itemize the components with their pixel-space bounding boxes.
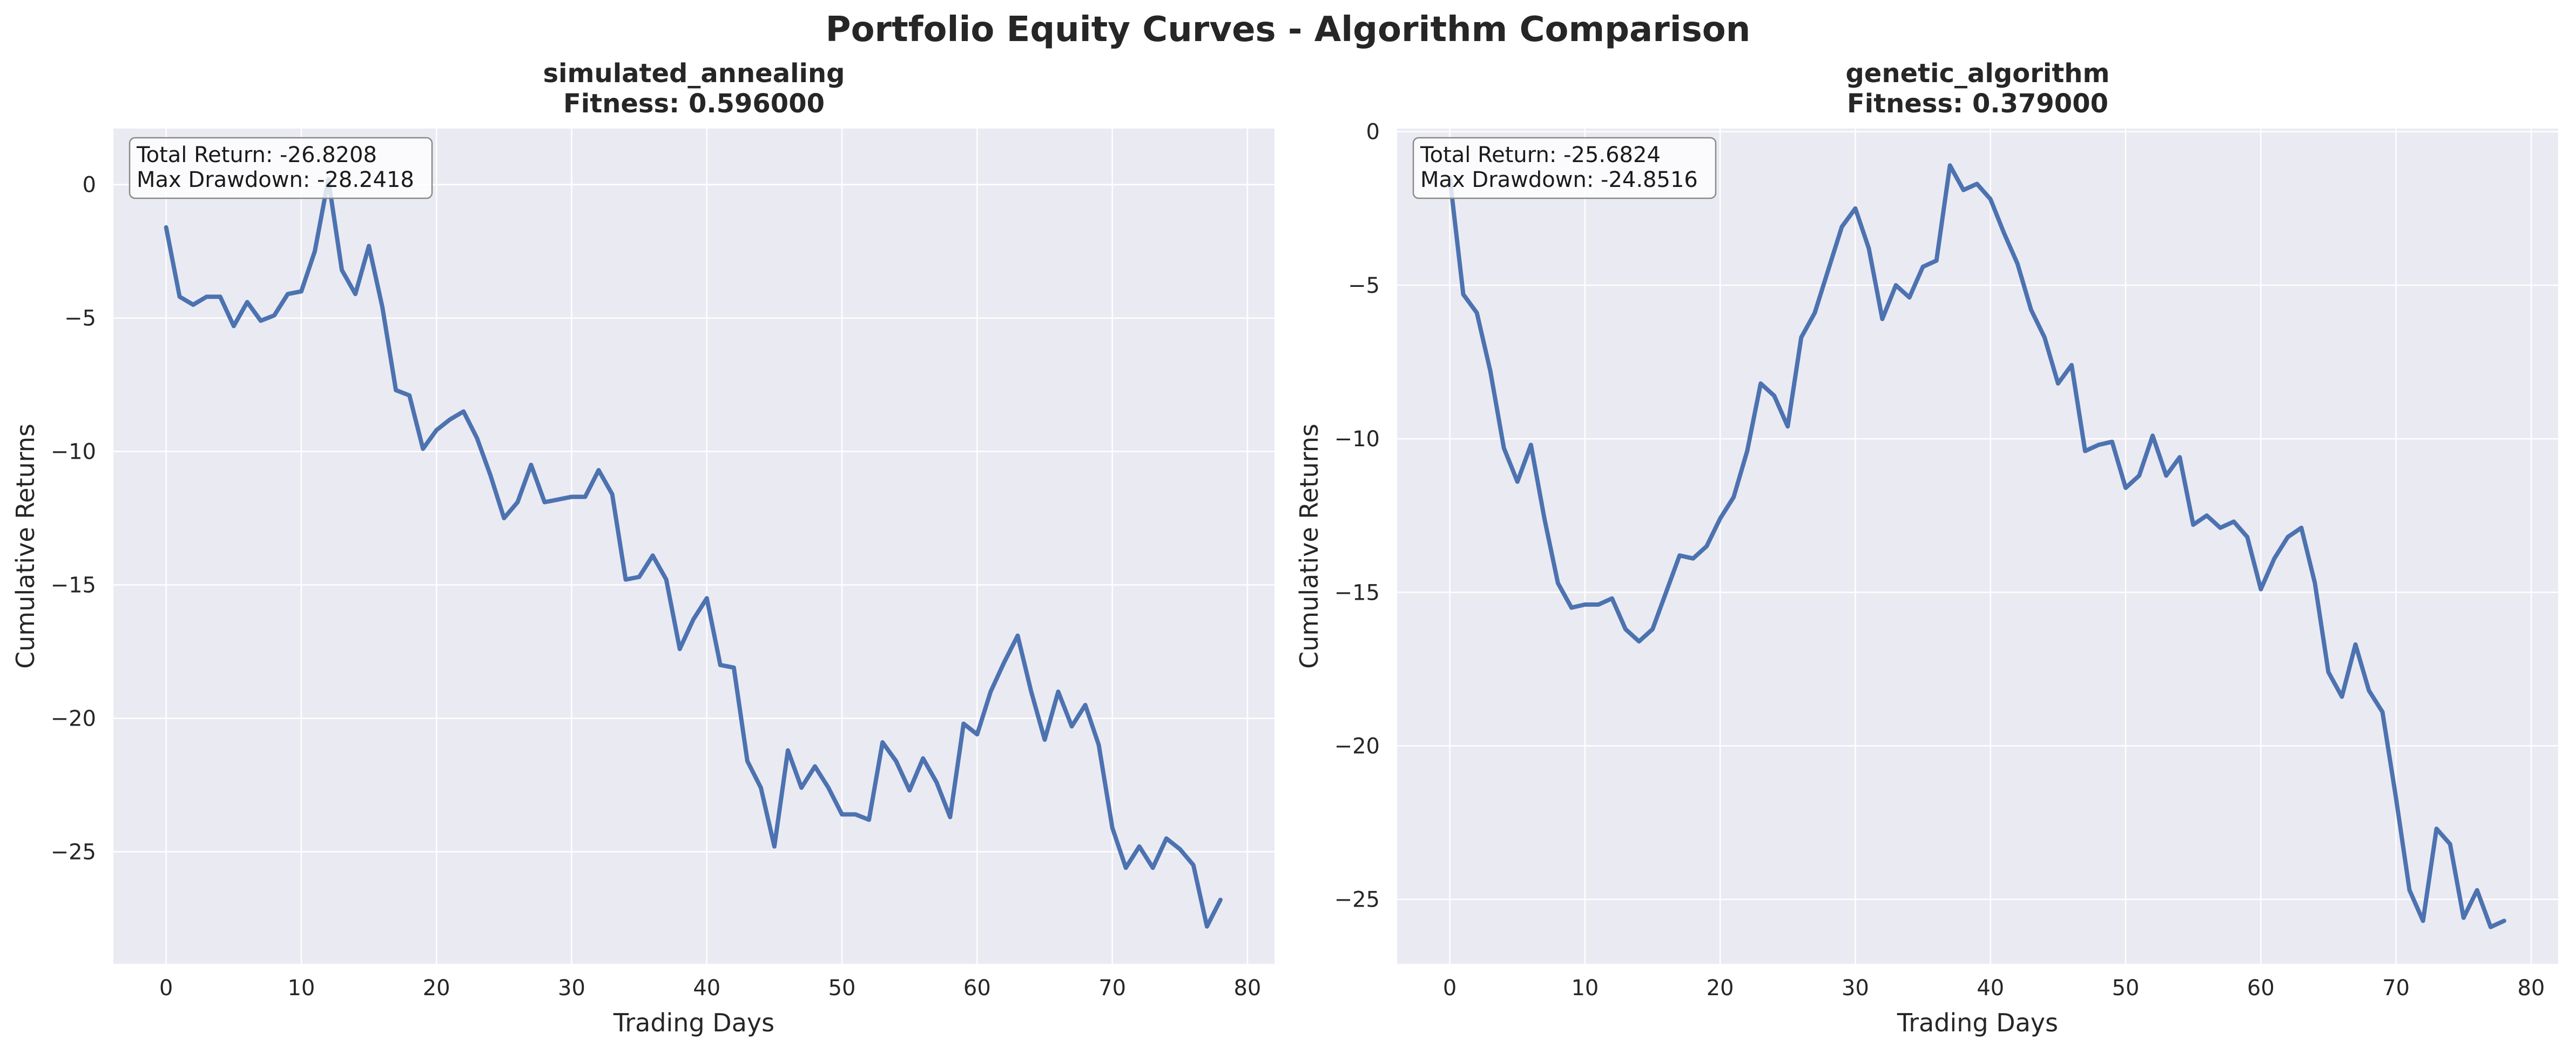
y-tick-label: −25 <box>51 840 96 865</box>
stats-annotation-box <box>1412 137 1717 199</box>
subplot-fitness: Fitness: 0.379000 <box>1847 89 2108 119</box>
y-tick-label: −10 <box>51 440 96 465</box>
plot-area <box>113 129 1274 964</box>
x-tick-label: 20 <box>1707 976 1734 1001</box>
x-tick-label: 40 <box>1977 976 2004 1001</box>
x-tick-label: 0 <box>159 976 173 1001</box>
chart-panel-genetic-algorithm: genetic_algorithm Fitness: 0.379000 0 10 2… <box>1294 58 2558 1037</box>
plot-area <box>1397 129 2558 964</box>
max-drawdown-text: Max Drawdown: -28.2418 <box>137 167 414 192</box>
x-tick-label: 80 <box>1233 976 1261 1001</box>
y-tick-label: −20 <box>51 707 96 732</box>
x-axis-label: Trading Days <box>613 1008 774 1037</box>
x-tick-label: 70 <box>2382 976 2410 1001</box>
x-tick-label: 10 <box>1571 976 1599 1001</box>
equity-curve-line <box>164 177 1223 929</box>
y-tick-label: −25 <box>1334 888 1380 913</box>
x-tick-label: 30 <box>1842 976 1869 1001</box>
stats-annotation: Total Return: -25.6824 Max Drawdown: -24… <box>1412 137 1717 199</box>
x-tick-label: 20 <box>423 976 450 1001</box>
x-tick-label: 40 <box>693 976 720 1001</box>
stats-annotation-box <box>129 137 433 199</box>
y-tick-label: −15 <box>1334 580 1380 605</box>
equity-curve-line <box>1447 163 2506 929</box>
x-tick-label: 0 <box>1443 976 1456 1001</box>
y-tick-label: −10 <box>1334 427 1380 452</box>
y-tick-label: −5 <box>64 306 96 331</box>
x-tick-label: 30 <box>558 976 585 1001</box>
x-tick-label: 80 <box>2517 976 2545 1001</box>
x-tick-label: 60 <box>2247 976 2275 1001</box>
subplot-fitness: Fitness: 0.596000 <box>563 89 825 119</box>
y-tick-label: −5 <box>1348 273 1380 298</box>
y-tick-label: −15 <box>51 573 96 598</box>
y-tick-label: 0 <box>1366 120 1380 145</box>
subplot-title: genetic_algorithm <box>1846 58 2110 89</box>
y-tick-label: −20 <box>1334 734 1380 759</box>
y-tick-label: 0 <box>83 173 96 198</box>
total-return-text: Total Return: -26.8208 <box>136 143 377 167</box>
subplot-title: simulated_annealing <box>543 58 845 89</box>
max-drawdown-text: Max Drawdown: -24.8516 <box>1420 167 1698 192</box>
y-axis-label: Cumulative Returns <box>1294 424 1324 669</box>
x-axis-label: Trading Days <box>1897 1008 2058 1037</box>
figure-title: Portfolio Equity Curves - Algorithm Comp… <box>826 10 1751 50</box>
chart-panel-simulated-annealing: simulated_annealing Fitness: 0.596000 0 1… <box>11 58 1274 1037</box>
total-return-text: Total Return: -25.6824 <box>1420 143 1661 167</box>
x-tick-label: 50 <box>2112 976 2140 1001</box>
x-tick-label: 10 <box>287 976 315 1001</box>
y-axis-label: Cumulative Returns <box>11 424 40 669</box>
x-tick-label: 70 <box>1098 976 1126 1001</box>
stats-annotation: Total Return: -26.8208 Max Drawdown: -28… <box>129 137 433 199</box>
x-tick-label: 60 <box>963 976 991 1001</box>
x-tick-label: 50 <box>828 976 856 1001</box>
